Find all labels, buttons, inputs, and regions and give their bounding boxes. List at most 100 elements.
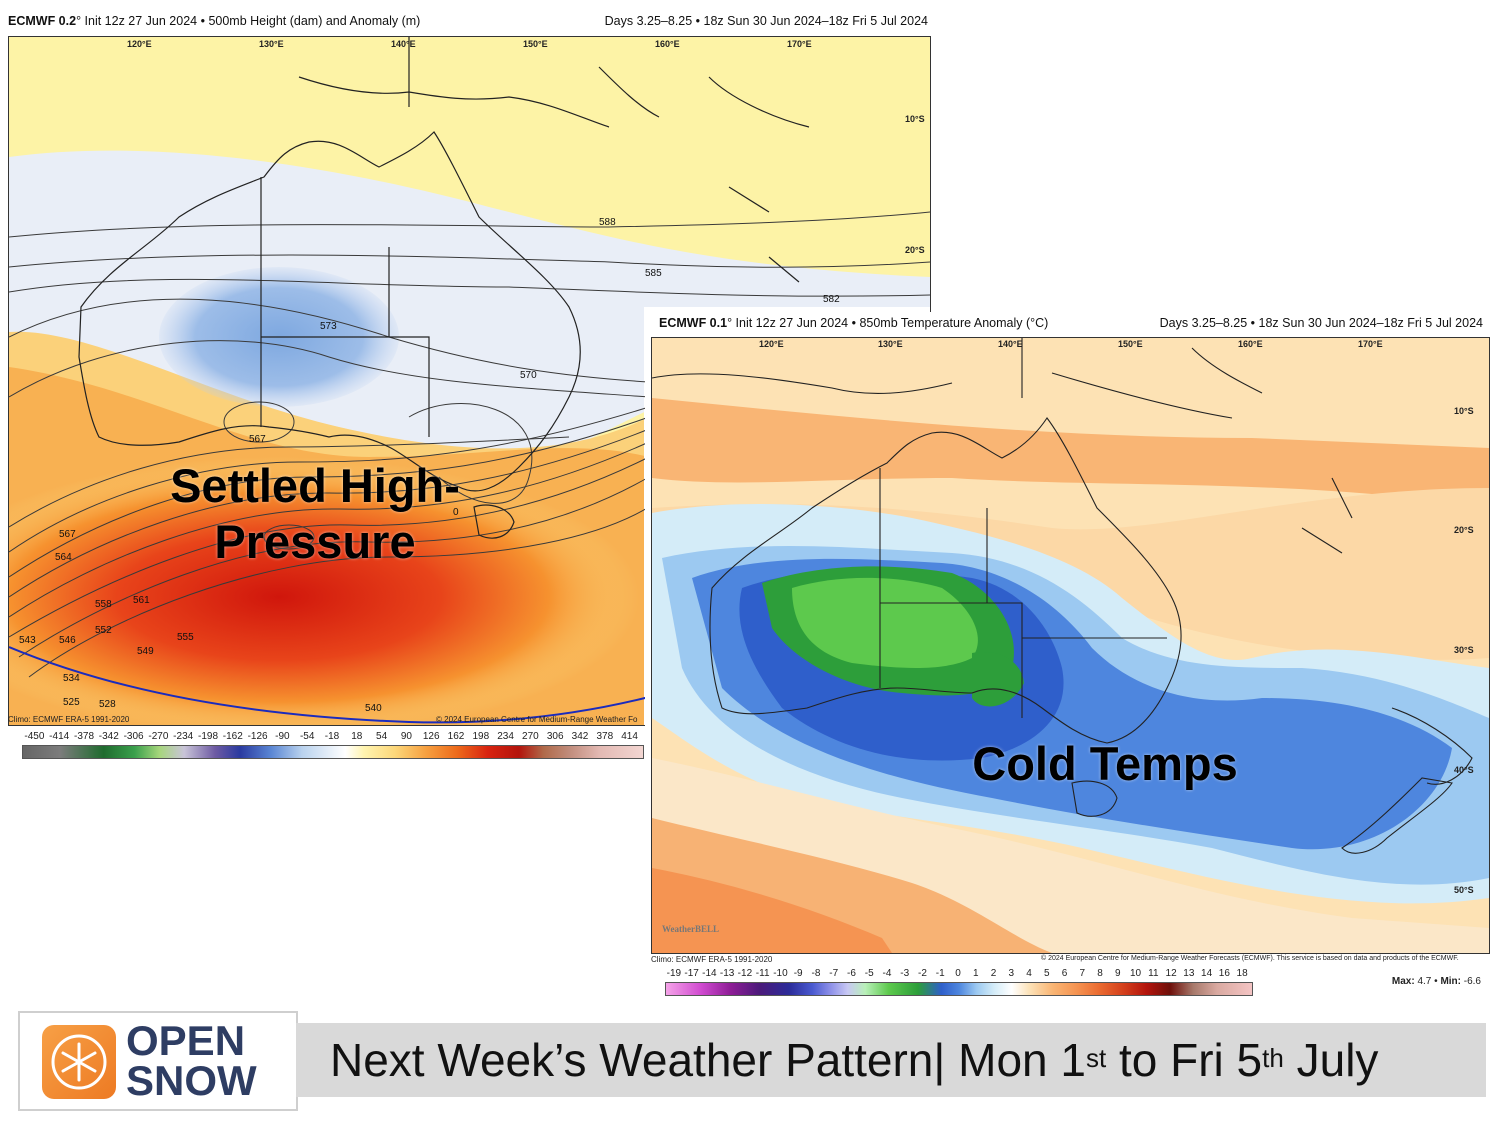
colorbar-tick: -8 — [811, 968, 821, 979]
colorbar-tick: -5 — [864, 968, 874, 979]
colorbar-tick: -18 — [324, 731, 340, 742]
logo-line-2: SNOW — [126, 1057, 257, 1104]
right-lon-label: 140°E — [998, 339, 1023, 349]
cold-temps-label: Cold Temps — [972, 737, 1238, 790]
overlay-line-1: Settled High- — [170, 459, 460, 512]
colorbar-tick: -306 — [123, 731, 144, 742]
colorbar-tick: 0 — [955, 968, 961, 979]
colorbar-tick: 270 — [522, 731, 539, 742]
colorbar-tick: 12 — [1165, 968, 1177, 979]
colorbar-tick: 6 — [1061, 968, 1068, 979]
colorbar-tick: 234 — [497, 731, 514, 742]
contour-label: 555 — [177, 632, 194, 643]
contour-label: 540 — [365, 703, 382, 714]
left-lon-label: 170°E — [787, 39, 812, 49]
left-colorbar-ticks: -450 -414 -378 -342 -306 -270 -234 -198 -162 -126… — [22, 731, 642, 743]
right-copyright: © 2024 European Centre for Medium-Range … — [1041, 955, 1459, 962]
colorbar-tick: 11 — [1148, 968, 1159, 979]
contour-label: 564 — [55, 552, 72, 563]
colorbar-tick: -270 — [148, 731, 169, 742]
left-header-dates: Days 3.25–8.25 • 18z Sun 30 Jun 2024–18z… — [604, 14, 928, 28]
max-value: 4.7 — [1417, 976, 1432, 987]
logo-wordmark: OPEN SNOW — [126, 1017, 257, 1104]
colorbar-tick: -378 — [73, 731, 95, 742]
colorbar-tick: 54 — [376, 731, 388, 742]
logo-line-1: OPEN — [126, 1017, 246, 1064]
colorbar-tick: 198 — [472, 731, 490, 742]
opensnow-logo: OPEN SNOW — [18, 1011, 298, 1111]
colorbar-tick: 414 — [621, 731, 638, 742]
colorbar-tick: -450 — [24, 731, 45, 742]
colorbar-tick: -342 — [98, 731, 119, 742]
left-colorbar — [22, 745, 644, 759]
title-sup-1: st — [1085, 1043, 1107, 1073]
settled-high-pressure-label: Settled High- Pressure — [150, 458, 480, 571]
colorbar-tick: -234 — [173, 731, 194, 742]
contour-label: 0 — [453, 507, 459, 518]
right-lat-label: 30°S — [1454, 645, 1474, 655]
right-colorbar — [665, 982, 1253, 996]
right-lat-label: 50°S — [1454, 885, 1474, 895]
slide-title: Next Week’s Weather Pattern| Mon 1st to … — [330, 1035, 1378, 1085]
colorbar-tick: -13 — [719, 968, 735, 979]
colorbar-tick: 4 — [1026, 968, 1032, 979]
right-lon-label: 130°E — [878, 339, 903, 349]
right-panel-header: ECMWF 0.1° Init 12z 27 Jun 2024 • 850mb … — [645, 312, 1491, 334]
colorbar-tick: 8 — [1097, 968, 1103, 979]
colorbar-tick: 16 — [1218, 968, 1230, 979]
right-model-name: ECMWF 0.1 — [659, 316, 728, 330]
right-map-graphic — [652, 338, 1489, 953]
left-lon-label: 120°E — [127, 39, 152, 49]
colorbar-tick: 9 — [1115, 968, 1121, 979]
right-climo-note: Climo: ECMWF ERA-5 1991-2020 — [651, 955, 773, 964]
colorbar-tick: 10 — [1130, 968, 1142, 979]
contour-label: 588 — [599, 217, 616, 228]
colorbar-tick: -10 — [773, 968, 788, 979]
title-sup-2: th — [1262, 1043, 1284, 1073]
colorbar-tick: -2 — [918, 968, 927, 979]
title-bar: Next Week’s Weather Pattern| Mon 1st to … — [296, 1023, 1486, 1097]
left-header-title: ° Init 12z 27 Jun 2024 • 500mb Height (d… — [76, 14, 421, 28]
contour-label: 543 — [19, 635, 36, 646]
right-lon-label: 170°E — [1358, 339, 1383, 349]
left-lon-label: 130°E — [259, 39, 284, 49]
title-part-3: July — [1283, 1034, 1379, 1086]
contour-label: 582 — [823, 294, 840, 305]
colorbar-tick: -3 — [900, 968, 910, 979]
colorbar-tick: 5 — [1044, 968, 1050, 979]
colorbar-tick: 90 — [400, 731, 412, 742]
contour-label: 528 — [99, 699, 116, 710]
right-map: 120°E 130°E 140°E 150°E 160°E 170°E 10°S… — [651, 337, 1490, 954]
right-lat-label: 10°S — [1454, 406, 1474, 416]
right-lat-label: 40°S — [1454, 765, 1474, 775]
left-lat-label: 20°S — [905, 245, 925, 255]
left-copyright: © 2024 European Centre for Medium-Range … — [436, 715, 638, 724]
left-lon-label: 150°E — [523, 39, 548, 49]
contour-label: 549 — [137, 646, 154, 657]
colorbar-tick: 18 — [1236, 968, 1248, 979]
right-lon-label: 120°E — [759, 339, 784, 349]
snowflake-icon — [42, 1025, 116, 1099]
contour-label: 525 — [63, 697, 80, 708]
contour-label: 567 — [249, 434, 266, 445]
left-lon-label: 160°E — [655, 39, 680, 49]
colorbar-tick: -90 — [275, 731, 290, 742]
contour-label: 570 — [520, 370, 537, 381]
max-label: Max: — [1391, 976, 1415, 987]
min-value: -6.6 — [1463, 976, 1481, 987]
title-part-1: Next Week’s Weather Pattern| Mon 1 — [330, 1034, 1086, 1086]
colorbar-tick: 342 — [571, 731, 589, 742]
colorbar-tick: -162 — [222, 731, 243, 742]
min-label: Min: — [1440, 976, 1461, 987]
colorbar-tick: -1 — [935, 968, 945, 979]
colorbar-tick: -11 — [755, 968, 770, 979]
right-colorbar-ticks: -19 -17 -14 -13 -12 -11 -10 -9 -8 -7 -6 -5 -4 -3 -2 -1 0… — [665, 968, 1251, 980]
contour-label: 567 — [59, 529, 76, 540]
colorbar-tick: -19 — [666, 968, 682, 979]
left-lon-label: 140°E — [391, 39, 416, 49]
right-lat-label: 20°S — [1454, 525, 1474, 535]
footer-banner: OPEN SNOW Next Week’s Weather Pattern| M… — [18, 1011, 1488, 1111]
colorbar-tick: -7 — [829, 968, 839, 979]
right-header-title: ° Init 12z 27 Jun 2024 • 850mb Temperatu… — [727, 316, 1049, 330]
colorbar-tick: -4 — [882, 968, 892, 979]
